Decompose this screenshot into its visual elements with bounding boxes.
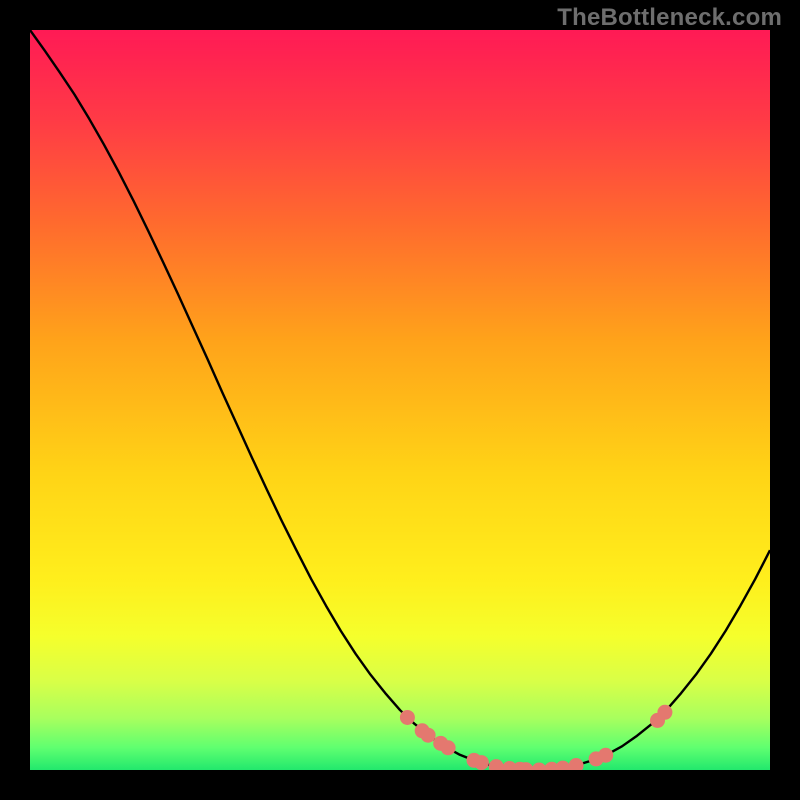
curve-marker [657, 705, 672, 720]
curve-marker [598, 748, 613, 763]
figure-root: TheBottleneck.com [0, 0, 800, 800]
curve-marker [474, 755, 489, 770]
plot-background [30, 30, 770, 770]
curve-marker [421, 728, 436, 743]
chart-svg [30, 30, 770, 770]
curve-marker [441, 740, 456, 755]
watermark-text: TheBottleneck.com [557, 4, 782, 32]
curve-marker [400, 710, 415, 725]
